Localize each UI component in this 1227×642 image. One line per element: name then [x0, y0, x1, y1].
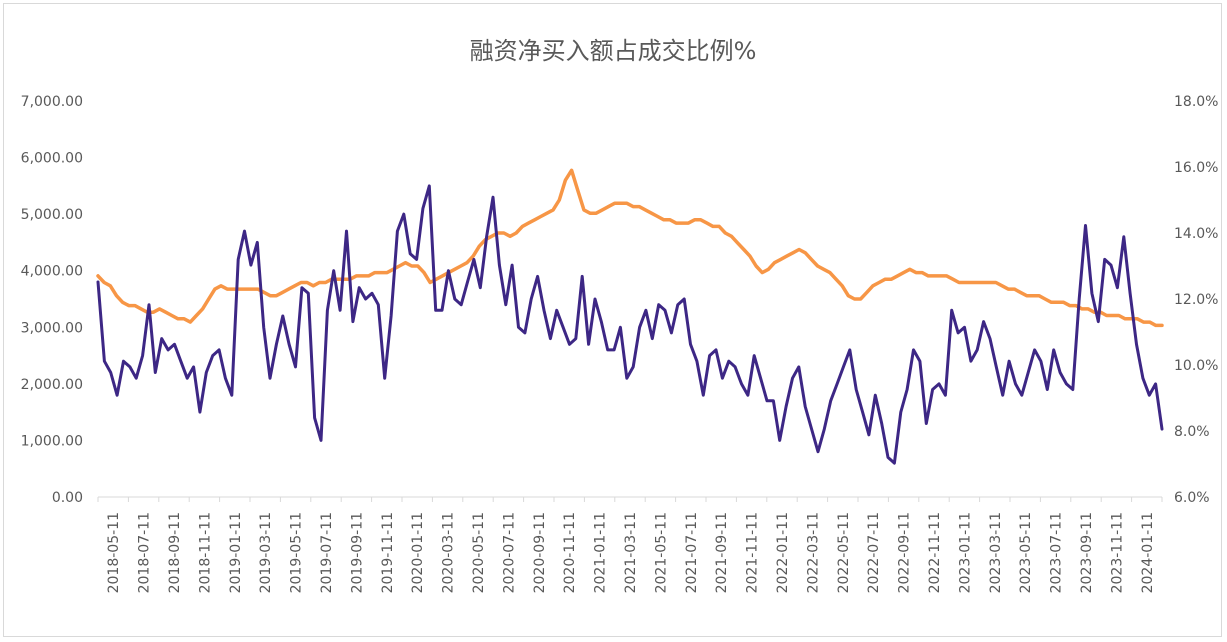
left-axis: 0.00 1,000.00 2,000.00 3,000.00 4,000.00 5,00…: [21, 94, 83, 506]
x-tick-label: 2022-03-11: [805, 512, 821, 593]
left-tick-label: 7,000.00: [21, 94, 83, 110]
right-tick-label: 18.0%: [1174, 94, 1218, 110]
x-tick-label: 2021-11-11: [745, 512, 761, 593]
left-tick-label: 5,000.00: [21, 207, 83, 223]
chart-frame: [3, 3, 1222, 637]
x-tick-label: 2022-01-11: [775, 512, 791, 593]
left-tick-label: 3,000.00: [21, 320, 83, 336]
right-tick-label: 8.0%: [1174, 424, 1210, 440]
x-tick-label: 2022-07-11: [866, 512, 882, 593]
x-tick-label: 2023-07-11: [1049, 512, 1065, 593]
left-tick-label: 6,000.00: [21, 151, 83, 167]
left-tick-label: 2,000.00: [21, 377, 83, 393]
x-tick-label: 2024-01-11: [1140, 512, 1156, 593]
x-tick-label: 2023-03-11: [988, 512, 1004, 593]
right-axis: 6.0% 8.0% 10.0% 12.0% 14.0% 16.0% 18.0%: [1174, 94, 1218, 506]
x-tick-label: 2021-03-11: [623, 512, 639, 593]
left-tick-label: 0.00: [52, 490, 83, 506]
x-tick-label: 2019-03-11: [258, 512, 274, 593]
right-tick-label: 16.0%: [1174, 160, 1218, 176]
x-tick-label: 2019-07-11: [319, 512, 335, 593]
plot-area: [96, 168, 1164, 465]
right-tick-label: 14.0%: [1174, 226, 1218, 242]
x-tick-label: 2021-01-11: [593, 512, 609, 593]
x-tick-label: 2023-01-11: [957, 512, 973, 593]
x-tick-label: 2022-09-11: [897, 512, 913, 593]
x-tick-label: 2021-05-11: [653, 512, 669, 593]
x-tick-label: 2022-11-11: [927, 512, 943, 593]
x-tick-label: 2022-05-11: [836, 512, 852, 593]
x-tick-label: 2018-09-11: [167, 512, 183, 593]
x-tick-label: 2020-09-11: [532, 512, 548, 593]
x-tick-label: 2021-09-11: [714, 512, 730, 593]
x-tick-label: 2020-03-11: [441, 512, 457, 593]
series-line-left-axis: [96, 184, 1164, 465]
x-tick-label: 2020-05-11: [471, 512, 487, 593]
x-tick-label: 2023-09-11: [1079, 512, 1095, 593]
x-tick-label: 2019-05-11: [289, 512, 305, 593]
left-tick-label: 4,000.00: [21, 264, 83, 280]
x-tick-label: 2019-11-11: [380, 512, 396, 593]
left-tick-label: 1,000.00: [21, 433, 83, 449]
x-tick-label: 2018-07-11: [137, 512, 153, 593]
x-tick-label: 2021-07-11: [684, 512, 700, 593]
x-tick-label: 2020-07-11: [501, 512, 517, 593]
x-tick-label: 2019-01-11: [228, 512, 244, 593]
right-tick-label: 12.0%: [1174, 292, 1218, 308]
series-line-right-axis: [96, 168, 1164, 328]
x-tick-label: 2019-09-11: [349, 512, 365, 593]
right-tick-label: 10.0%: [1174, 358, 1218, 374]
x-tick-label: 2023-05-11: [1018, 512, 1034, 593]
x-tick-label: 2020-01-11: [410, 512, 426, 593]
chart-title: 融资净买入额占成交比例%: [470, 37, 757, 65]
x-tick-label: 2023-11-11: [1109, 512, 1125, 593]
x-tick-label: 2018-11-11: [197, 512, 213, 593]
x-axis: 2018-05-11 2018-07-11 2018-09-11 2018-11-11…: [97, 497, 1163, 593]
x-tick-label: 2020-11-11: [562, 512, 578, 593]
right-tick-label: 6.0%: [1174, 490, 1210, 506]
x-tick-label: 2018-05-11: [106, 512, 122, 593]
